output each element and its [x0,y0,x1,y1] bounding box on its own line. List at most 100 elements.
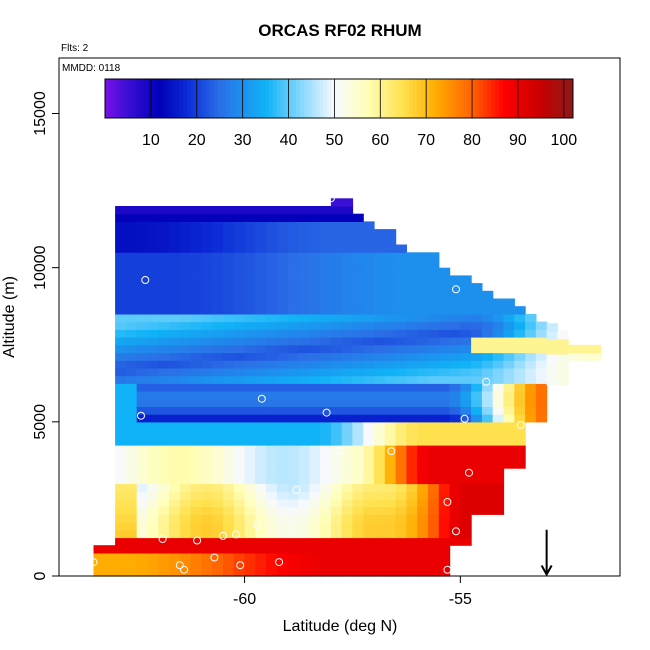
heatmap-cell [374,421,386,431]
heatmap-cell [223,529,235,539]
sounding-point [253,521,262,530]
heatmap-cell [147,298,159,307]
colorbar-segment [374,79,379,118]
heatmap-cell [492,352,505,361]
heatmap-cell [438,275,451,284]
heatmap-cell [190,498,202,508]
heatmap-cell [255,468,267,477]
heatmap-cell [244,506,256,515]
colorbar-tick-label: 60 [371,132,389,149]
heatmap-cell [201,329,213,338]
heatmap-cell [417,352,429,361]
heatmap-cell [125,290,138,300]
heatmap-cell [568,344,580,354]
heatmap-cell [298,398,310,407]
heatmap-cell [406,352,418,361]
heatmap-cell [320,522,332,531]
heatmap-cell [481,313,494,323]
heatmap-cell [147,244,159,253]
heatmap-cell [158,236,170,246]
heatmap-cell [266,367,278,377]
heatmap-cell [352,452,364,461]
colorbar-segment [549,79,554,118]
heatmap-cell [276,290,289,300]
heatmap-cell [481,468,494,477]
heatmap-cell [147,236,159,246]
colorbar-segment [214,79,219,118]
heatmap-cell [481,337,494,346]
heatmap-cell [535,352,548,361]
colorbar-segment [233,79,239,118]
heatmap-cell [136,290,149,300]
heatmap-cell [125,445,138,454]
heatmap-cell [525,375,537,384]
heatmap-cell [223,475,235,485]
heatmap-cell [417,421,429,431]
heatmap-cell [428,298,440,307]
heatmap-cell [395,545,407,554]
colorbar: 10 20 30 40 50 60 70 80 90 100 [104,78,577,149]
heatmap-cell [266,414,278,423]
heatmap-cell [298,360,310,369]
heatmap-cell [115,568,127,577]
heatmap-cell [190,452,202,461]
heatmap-cell [374,337,386,346]
heatmap-cell [363,244,375,253]
colorbar-segment [175,79,180,118]
heatmap-cell [266,506,278,515]
heatmap-cell [309,498,321,508]
heatmap-cell [233,491,246,500]
heatmap-cell [438,298,451,307]
heatmap-cell [428,337,440,346]
heatmap-cell [309,313,321,323]
heatmap-cell [223,206,235,215]
heatmap-cell [223,406,235,415]
heatmap-cell [341,568,354,577]
heatmap-cell [212,537,224,546]
heatmap-cell [190,429,202,438]
heatmap-cell [384,475,397,485]
heatmap-cell [309,298,321,307]
heatmap-cell [525,329,537,338]
heatmap-cell [201,421,213,431]
heatmap-cell [125,352,138,361]
heatmap-cell [525,313,537,323]
heatmap-cell [115,475,127,485]
heatmap-cell [320,321,332,330]
heatmap-cell [384,522,397,531]
heatmap-cell [503,398,515,407]
heatmap-cell [330,491,343,500]
heatmap-cell [438,529,451,539]
heatmap-cell [266,545,278,554]
heatmap-cell [244,306,256,315]
heatmap-cell [406,267,418,276]
heatmap-cell [471,337,483,346]
heatmap-cell [298,236,310,246]
heatmap-cell [374,252,386,261]
heatmap-cell [169,545,181,554]
heatmap-cell [363,275,375,284]
heatmap-cell [320,460,332,469]
heatmap-cell [266,275,278,284]
heatmap-cell [449,337,461,346]
heatmap-cell [115,221,127,230]
heatmap-cell [406,568,418,577]
heatmap-cell [147,460,159,469]
heatmap-cell [341,290,354,300]
heatmap-cell [320,383,332,392]
heatmap-cell [341,252,354,261]
heatmap-cell [438,452,451,461]
heatmap-cell [535,375,548,384]
colorbar-segment [307,79,313,118]
heatmap-cell [557,346,569,355]
heatmap-cell [136,552,149,562]
heatmap-cell [255,260,267,269]
sounding-point [387,447,396,456]
heatmap-cell [136,452,149,461]
heatmap-cell [201,491,213,500]
heatmap-cell [266,267,278,276]
heatmap-cell [255,329,267,338]
heatmap-cell [244,213,256,222]
heatmap-cell [255,452,267,461]
